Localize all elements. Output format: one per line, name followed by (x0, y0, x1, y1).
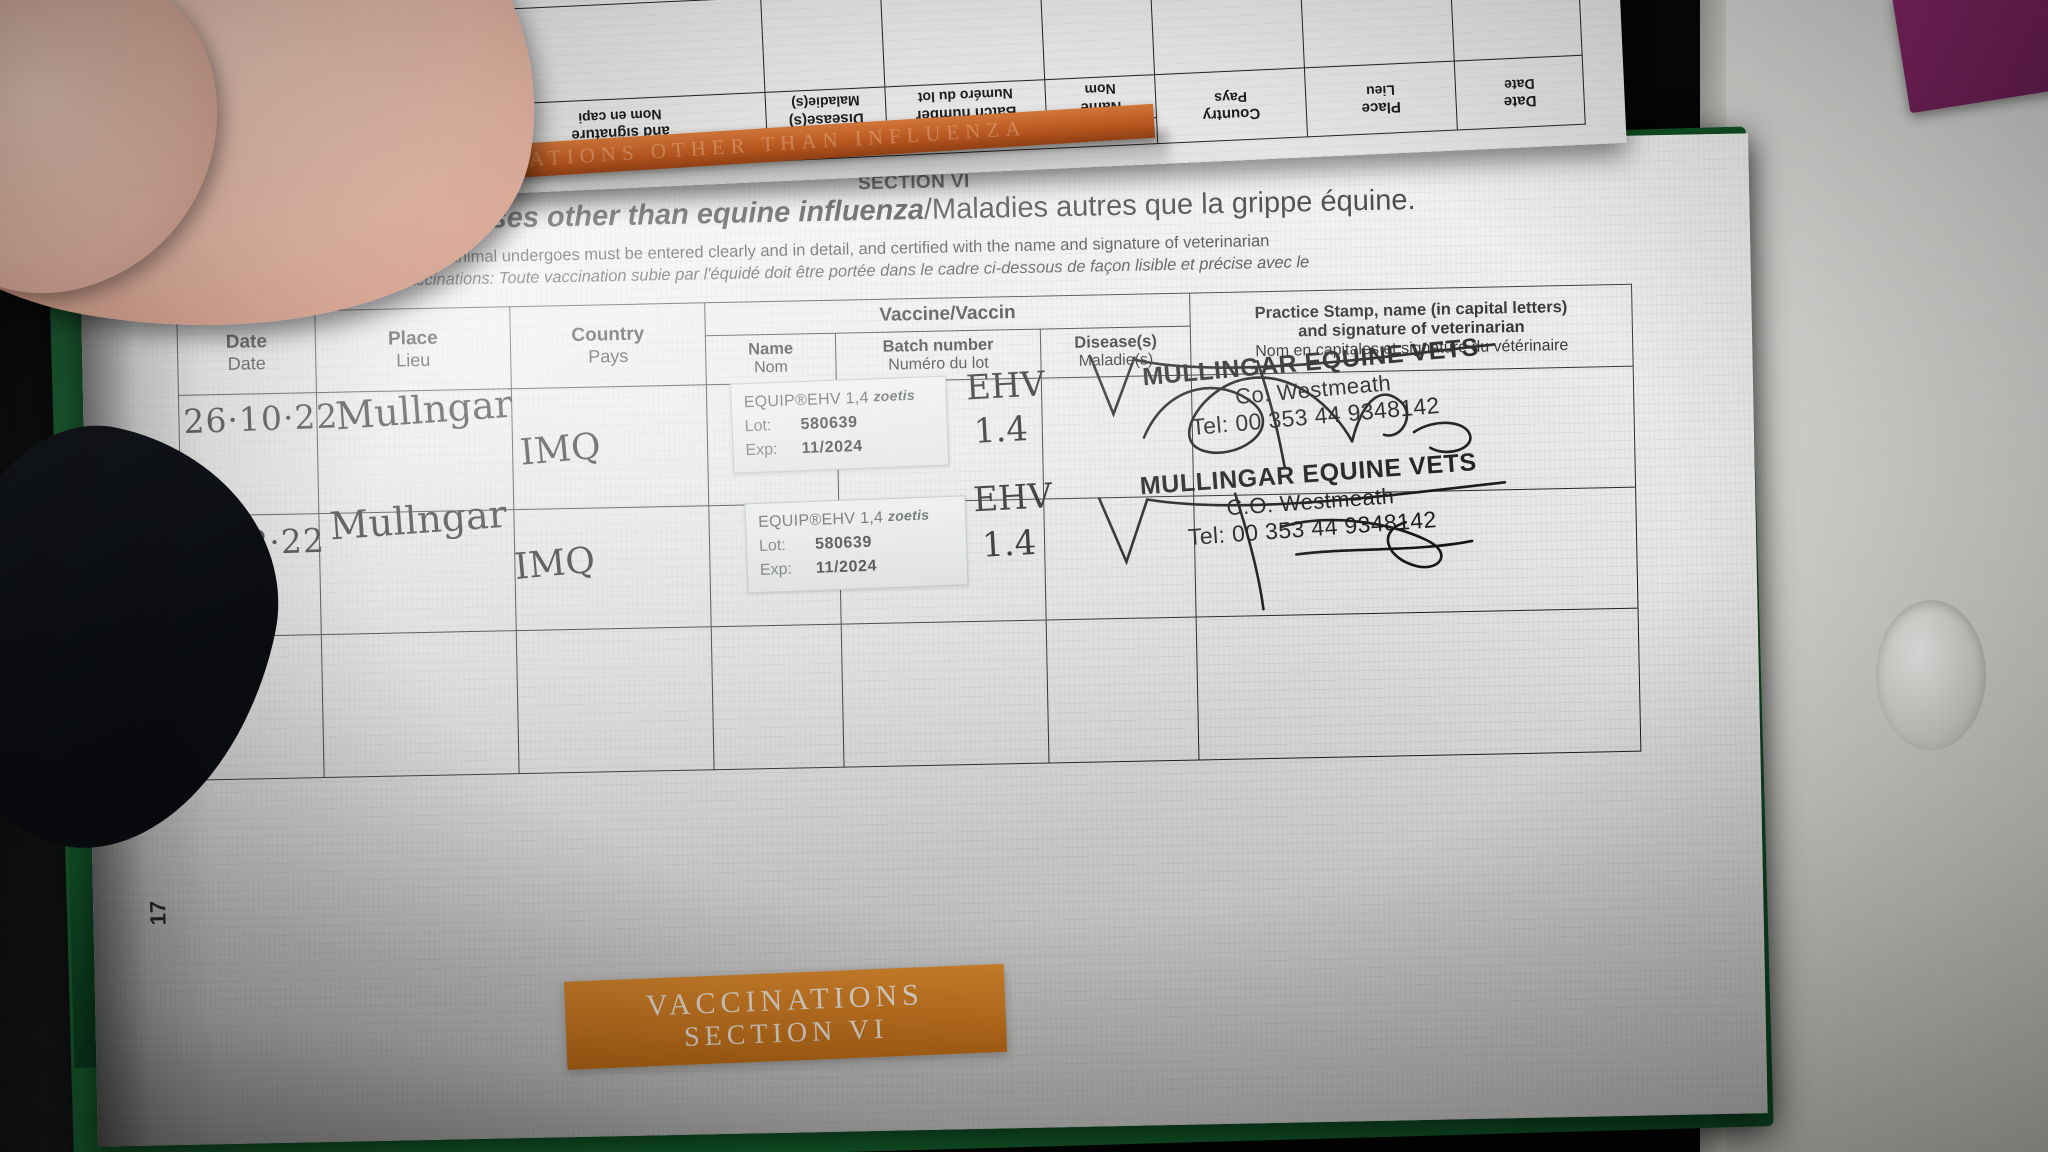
row2-stamp-cell (1193, 487, 1639, 618)
overlay-cell (1040, 0, 1155, 81)
row1-sticker-product-rest: EHV 1,4 (806, 389, 870, 409)
row1-sticker-exp-value: 11/2024 (801, 437, 863, 458)
row1-place-cell (316, 389, 514, 514)
row1-stamp-cell (1191, 366, 1636, 497)
col-vaccine-name: Name Nom (705, 333, 837, 386)
col-name-fr: Nom (753, 359, 789, 377)
overlay-cell (1150, 0, 1305, 76)
row1-country-cell (511, 385, 709, 511)
col-country-fr: Pays (588, 346, 629, 367)
row2-sticker-brand: zoetis (887, 506, 930, 525)
row1-sticker-product: EQUIP (743, 392, 796, 412)
counter-recess (1876, 600, 1986, 750)
row2-sticker-reg-mark: ® (809, 511, 822, 530)
row1-sticker-lot-label: Lot: (744, 417, 772, 436)
row2-country-cell (513, 506, 712, 632)
row2-sticker-product: EQUIP (757, 512, 810, 531)
row3-disease-cell (1046, 617, 1200, 764)
row2-sticker-lot-value: 580639 (814, 533, 873, 553)
overlay-cell (1449, 0, 1583, 62)
overlay-col-country: Country Pays (1154, 68, 1308, 144)
overlay-cell (880, 0, 1045, 88)
overlay-col-date: Date Date (1454, 55, 1586, 131)
row1-sticker-brand: zoetis (873, 386, 916, 405)
row2-vaccine-sticker: EQUIP ® EHV 1,4 zoetis Lot: 580639 Exp: 1… (744, 495, 969, 594)
section-tab-vaccinations: VACCINATIONS SECTION VI (563, 963, 1008, 1070)
row3-stamp-cell (1196, 608, 1641, 761)
row2-sticker-product-rest: EHV 1,4 (821, 509, 884, 529)
row2-sticker-lot-label: Lot: (758, 536, 787, 555)
overlay-col-place: Place Lieu (1304, 61, 1458, 137)
row2-sticker-exp-label: Exp: (759, 560, 793, 579)
col-place: Place Lieu (314, 306, 512, 393)
row2-sticker-exp-value: 11/2024 (815, 557, 878, 577)
row2-place-cell (318, 510, 517, 635)
col-name-en: Name (747, 339, 794, 359)
col-practice-stamp: Practice Stamp, name (in capital letters… (1189, 284, 1634, 376)
row3-name-cell (711, 624, 845, 771)
col-place-fr: Lieu (396, 350, 431, 371)
row1-sticker-lot-value: 580639 (800, 413, 858, 434)
col-disease-fr: Maladie(s) (1078, 351, 1154, 371)
row1-sticker-reg-mark: ® (794, 391, 808, 410)
row3-batch-cell (841, 620, 1050, 768)
overlay-cell (1300, 0, 1455, 69)
col-diseases: Disease(s) Maladie(s) (1040, 326, 1192, 379)
row1-sticker-exp-label: Exp: (745, 440, 778, 460)
row1-vaccine-sticker: EQUIP ® EHV 1,4 zoetis Lot: 580639 Exp: 1… (730, 375, 950, 474)
row3-place-cell (321, 631, 520, 778)
col-batch-fr: Numéro du lot (888, 355, 989, 375)
col-batch-number: Batch number Numéro du lot (835, 329, 1042, 383)
col-country: Country Pays (509, 302, 707, 390)
row3-country-cell (516, 627, 715, 774)
row2-disease-cell (1043, 496, 1197, 621)
table-row (183, 608, 1641, 781)
row1-disease-cell (1041, 375, 1194, 500)
overlay-cell (760, 0, 885, 93)
